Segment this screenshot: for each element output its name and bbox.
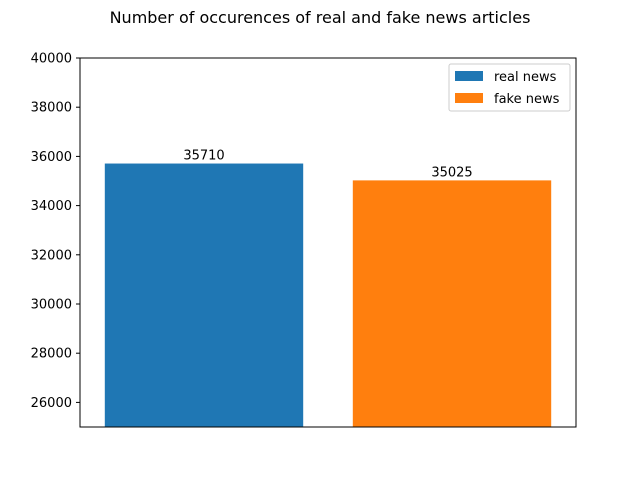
legend-label-fake-news: fake news: [494, 92, 560, 107]
chart-title: Number of occurences of real and fake ne…: [110, 8, 531, 27]
bar-real-news: [104, 163, 304, 427]
data-label-fake-news: 35025: [431, 165, 472, 180]
y-tick-label: 32000: [31, 248, 72, 263]
legend-swatch-fake-news: [455, 93, 483, 103]
y-tick-label: 28000: [31, 347, 72, 362]
y-tick-label: 34000: [31, 199, 72, 214]
bar-fake-news: [352, 180, 552, 427]
y-tick-label: 30000: [31, 298, 72, 313]
legend-label-real-news: real news: [494, 70, 557, 85]
y-tick-label: 26000: [31, 396, 72, 411]
data-label-real-news: 35710: [183, 149, 224, 164]
y-tick-label: 40000: [31, 52, 72, 67]
plot-area: 35710 35025 26000 28000 30000 32000 34000 36000…: [31, 52, 577, 428]
y-tick-label: 36000: [31, 150, 72, 165]
y-tick-label: 38000: [31, 101, 72, 116]
legend-swatch-real-news: [455, 71, 483, 81]
axes-frame: [79, 57, 577, 428]
